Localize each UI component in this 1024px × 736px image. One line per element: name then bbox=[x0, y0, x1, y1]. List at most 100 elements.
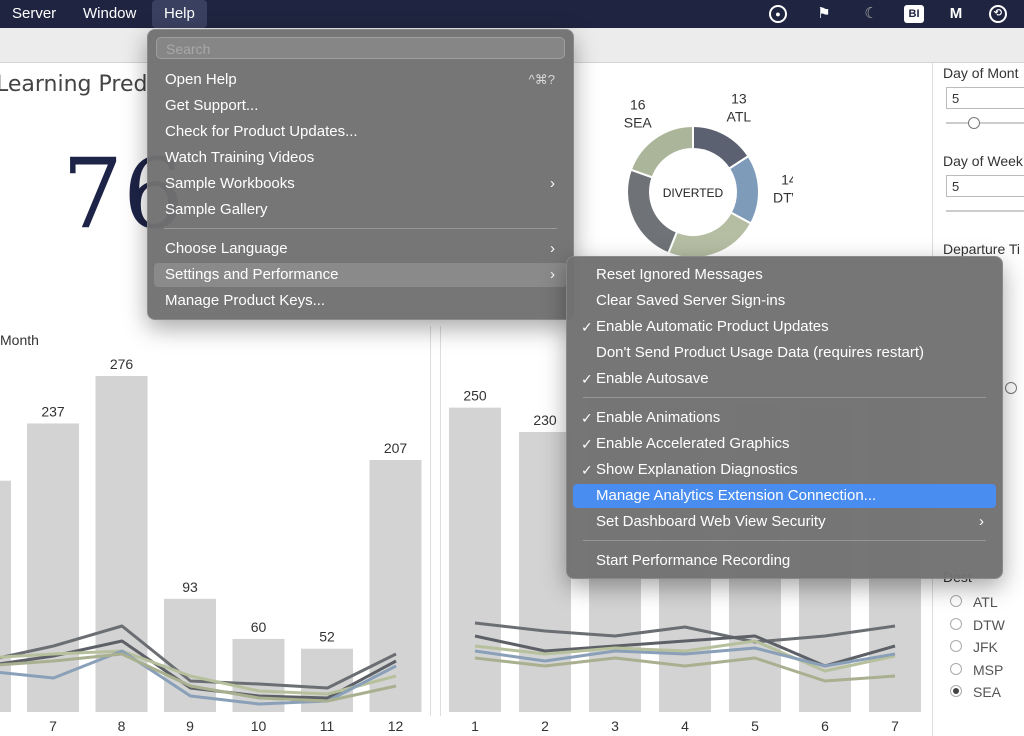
diverted-donut-chart: 13ATL14DTW19MSP16SEADIVERTED bbox=[624, 92, 793, 272]
chevron-right-icon: › bbox=[550, 175, 555, 192]
bi-icon[interactable]: BI bbox=[904, 5, 924, 23]
x-tick-label: 1 bbox=[471, 718, 479, 734]
x-tick-label: 9 bbox=[186, 718, 194, 734]
donut-slice-label: ATL bbox=[727, 109, 752, 125]
submenu-item-analytics-extension[interactable]: Manage Analytics Extension Connection... bbox=[573, 484, 996, 508]
menu-separator bbox=[583, 397, 986, 398]
radio-button[interactable] bbox=[950, 617, 962, 630]
chevron-right-icon: › bbox=[979, 513, 984, 530]
day-of-week-input[interactable]: 5 bbox=[946, 175, 1024, 197]
menu-item-label: Reset Ignored Messages bbox=[596, 266, 763, 283]
x-tick-label: 12 bbox=[388, 718, 404, 734]
menu-item-label: Settings and Performance bbox=[165, 266, 339, 283]
menu-item-settings-performance[interactable]: Settings and Performance › bbox=[154, 263, 567, 287]
malwarebytes-icon[interactable]: M bbox=[949, 5, 963, 22]
series-line bbox=[0, 652, 397, 703]
menu-item-training-videos[interactable]: Watch Training Videos bbox=[154, 146, 567, 170]
shortcut-label: ^⌘? bbox=[528, 72, 555, 87]
submenu-item-accelerated-graphics[interactable]: ✓ Enable Accelerated Graphics bbox=[573, 432, 996, 456]
departure-time-label: Departure Ti bbox=[943, 241, 1021, 257]
day-of-month-input[interactable]: 5 bbox=[946, 87, 1024, 109]
menu-help[interactable]: Help bbox=[152, 0, 207, 28]
help-search-input[interactable]: Search bbox=[156, 37, 565, 59]
1password-icon[interactable]: ● bbox=[769, 5, 787, 23]
submenu-item-performance-recording[interactable]: Start Performance Recording bbox=[573, 549, 996, 573]
checkmark-icon: ✓ bbox=[581, 319, 593, 335]
donut-slice-label: DTW bbox=[773, 189, 793, 205]
chevron-right-icon: › bbox=[550, 240, 555, 257]
checkmark-icon: ✓ bbox=[581, 436, 593, 452]
day-of-week-slider[interactable] bbox=[946, 210, 1024, 212]
menu-item-label: Set Dashboard Web View Security bbox=[596, 513, 826, 530]
series-line bbox=[474, 656, 896, 683]
flag-icon[interactable]: ⚑ bbox=[817, 5, 831, 22]
menu-item-open-help[interactable]: Open Help ^⌘? bbox=[154, 68, 567, 92]
series-line bbox=[474, 646, 896, 668]
submenu-item-auto-updates[interactable]: ✓ Enable Automatic Product Updates bbox=[573, 315, 996, 339]
departure-slider-knob[interactable] bbox=[1005, 382, 1017, 394]
donut-center-label: DIVERTED bbox=[663, 186, 724, 200]
bar-value-label: 276 bbox=[110, 356, 134, 372]
radio-button[interactable] bbox=[950, 640, 962, 652]
series-line bbox=[474, 639, 896, 673]
menu-item-label: Start Performance Recording bbox=[596, 552, 791, 569]
x-tick-label: 4 bbox=[681, 718, 689, 734]
submenu-item-animations[interactable]: ✓ Enable Animations bbox=[573, 406, 996, 430]
series-line bbox=[0, 624, 397, 690]
day-of-month-label: Day of Mont bbox=[943, 65, 1019, 81]
menu-item-check-updates[interactable]: Check for Product Updates... bbox=[154, 120, 567, 144]
menu-item-sample-gallery[interactable]: Sample Gallery bbox=[154, 198, 567, 222]
donut-slice-value: 13 bbox=[731, 92, 747, 107]
moon-icon[interactable]: ☾ bbox=[864, 5, 878, 22]
submenu-item-explanation-diagnostics[interactable]: ✓ Show Explanation Diagnostics bbox=[573, 458, 996, 482]
radio-button[interactable] bbox=[950, 685, 962, 697]
submenu-item-clear-signins[interactable]: Clear Saved Server Sign-ins bbox=[573, 289, 996, 313]
panel-divider bbox=[440, 326, 441, 716]
menu-window[interactable]: Window bbox=[83, 5, 137, 22]
menu-item-label: Choose Language bbox=[165, 240, 288, 257]
menu-item-label: Manage Product Keys... bbox=[165, 292, 326, 309]
radio-button[interactable] bbox=[950, 595, 962, 607]
menu-item-get-support[interactable]: Get Support... bbox=[154, 94, 567, 118]
x-tick-label: 11 bbox=[320, 718, 335, 734]
bar bbox=[27, 423, 79, 712]
submenu-item-reset-ignored[interactable]: Reset Ignored Messages bbox=[573, 263, 996, 287]
help-menu: Search Open Help ^⌘? Get Support... Chec… bbox=[147, 29, 574, 320]
series-line bbox=[0, 639, 397, 700]
menu-item-manage-product-keys[interactable]: Manage Product Keys... bbox=[154, 289, 567, 313]
bar-value-label: 207 bbox=[384, 440, 408, 456]
menu-item-label: Enable Automatic Product Updates bbox=[596, 318, 829, 335]
menu-item-label: Enable Animations bbox=[596, 409, 721, 426]
submenu-item-web-view-security[interactable]: Set Dashboard Web View Security › bbox=[573, 510, 996, 534]
menu-bar: Server Window Help ● ⚑ ☾ BI M ⟲ bbox=[0, 0, 1024, 28]
bar-value-label: 250 bbox=[463, 388, 487, 404]
day-of-month-slider-knob[interactable] bbox=[968, 117, 980, 129]
menu-item-label: Enable Autosave bbox=[596, 370, 709, 387]
submenu-item-usage-data[interactable]: Don't Send Product Usage Data (requires … bbox=[573, 341, 996, 365]
dashboard-title: Learning Pred bbox=[0, 72, 148, 97]
donut-slice-label: SEA bbox=[624, 114, 653, 130]
checkmark-icon: ✓ bbox=[581, 462, 593, 478]
menu-item-label: Enable Accelerated Graphics bbox=[596, 435, 790, 452]
donut-slice bbox=[667, 211, 753, 259]
x-tick-label: 6 bbox=[821, 718, 829, 734]
menu-item-sample-workbooks[interactable]: Sample Workbooks › bbox=[154, 172, 567, 196]
day-of-month-slider[interactable] bbox=[946, 122, 1024, 124]
series-line bbox=[474, 621, 896, 644]
menu-item-choose-language[interactable]: Choose Language › bbox=[154, 237, 567, 261]
menu-item-label: Show Explanation Diagnostics bbox=[596, 461, 798, 478]
sync-icon[interactable]: ⟲ bbox=[989, 5, 1007, 23]
radio-label: MSP bbox=[973, 661, 1004, 678]
donut-slice bbox=[626, 168, 679, 255]
radio-button[interactable] bbox=[950, 662, 962, 675]
menu-separator bbox=[583, 540, 986, 541]
month-bar-chart: 237 7 276 8 93 9 60 10 52 11 207 12 bbox=[0, 356, 422, 734]
bar bbox=[164, 598, 216, 712]
menu-server[interactable]: Server bbox=[12, 5, 57, 22]
submenu-item-autosave[interactable]: ✓ Enable Autosave bbox=[573, 367, 996, 391]
bar-value-label: 93 bbox=[182, 579, 198, 595]
menu-item-label: Get Support... bbox=[165, 97, 259, 114]
bar bbox=[449, 407, 501, 712]
radio-label: SEA bbox=[973, 684, 1002, 700]
radio-label: DTW bbox=[973, 616, 1005, 633]
